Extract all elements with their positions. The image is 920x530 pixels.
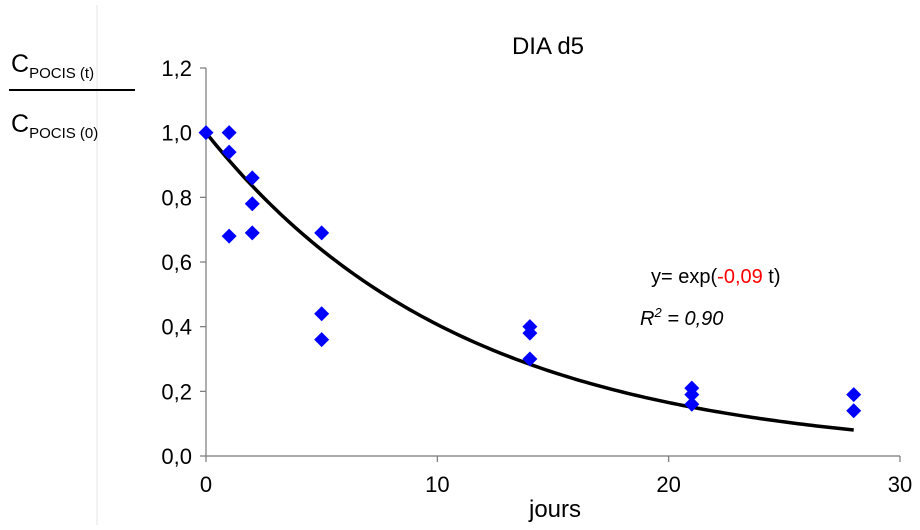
data-point xyxy=(684,396,700,412)
equation-annotation: y= exp(-0,09 t) R2 = 0,90 xyxy=(640,266,781,330)
data-point xyxy=(314,332,330,348)
x-tick-label: 10 xyxy=(425,472,449,497)
y-label-denominator: CPOCIS (0) xyxy=(11,110,98,142)
y-tick-label: 1,0 xyxy=(161,121,192,146)
data-point xyxy=(244,170,260,186)
y-label-numerator: CPOCIS (t) xyxy=(11,50,94,82)
data-point xyxy=(846,403,862,419)
y-tick-label: 0,6 xyxy=(161,250,192,275)
x-tick-label: 30 xyxy=(888,472,912,497)
data-points xyxy=(198,125,862,419)
data-point xyxy=(244,225,260,241)
y-tick-label: 0,2 xyxy=(161,379,192,404)
data-point xyxy=(221,125,237,141)
x-tick-label: 0 xyxy=(200,472,212,497)
data-point xyxy=(522,351,538,367)
y-tick-label: 0,4 xyxy=(161,315,192,340)
r-squared-text: R2 = 0,90 xyxy=(640,305,723,330)
data-point xyxy=(198,125,214,141)
y-tick-label: 1,2 xyxy=(161,56,192,81)
equation-text: y= exp(-0,09 t) xyxy=(651,266,781,288)
x-tick-label: 20 xyxy=(656,472,680,497)
y-tick-label: 0,0 xyxy=(161,444,192,469)
x-axis-label: jours xyxy=(528,496,581,523)
data-point xyxy=(221,228,237,244)
chart-title: DIA d5 xyxy=(512,33,584,60)
x-ticks: 0 10 20 30 xyxy=(200,456,912,497)
y-tick-label: 0,8 xyxy=(161,185,192,210)
data-point xyxy=(314,225,330,241)
data-point xyxy=(221,144,237,160)
data-point xyxy=(846,387,862,403)
data-point xyxy=(314,306,330,322)
y-axis-label: CPOCIS (t) CPOCIS (0) xyxy=(9,50,135,142)
data-point xyxy=(684,387,700,403)
data-point xyxy=(244,196,260,212)
data-point xyxy=(522,325,538,341)
y-ticks: 0,0 0,2 0,4 0,6 0,8 1,0 1,2 xyxy=(161,56,206,469)
